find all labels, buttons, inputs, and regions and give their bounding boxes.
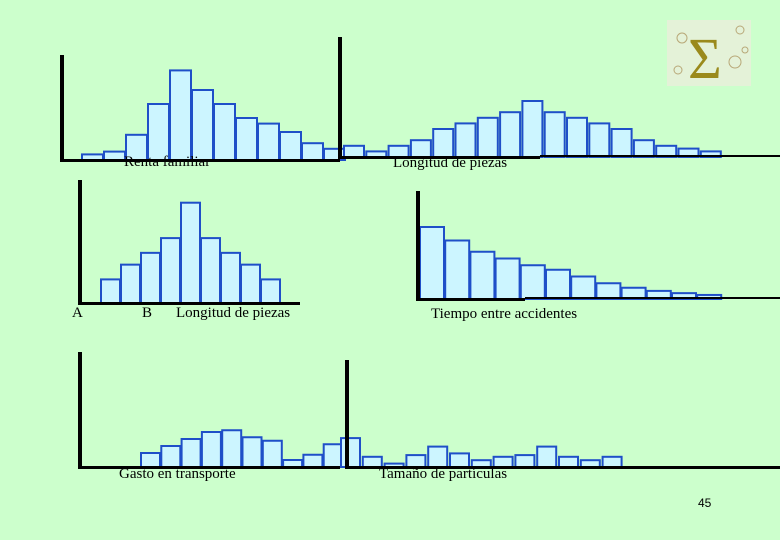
histogram-bar [240, 263, 261, 304]
histogram-bar [444, 239, 471, 300]
histogram-bar [579, 459, 601, 469]
page-number: 45 [698, 496, 712, 510]
histogram-bar [519, 264, 546, 300]
histogram-renta-familiar [60, 55, 346, 162]
histogram-bar [499, 111, 522, 158]
x-axis [345, 466, 780, 469]
histogram-bar [632, 139, 655, 158]
histogram-bar [147, 103, 170, 161]
histogram-bar [343, 144, 365, 159]
histogram-bar [610, 128, 633, 158]
histogram-bar [494, 257, 521, 300]
chart-label-tamano-de-particulas: Tamaño de partículas [379, 466, 508, 482]
histogram-bar [427, 445, 449, 469]
histogram-bar [160, 237, 181, 305]
histogram-bar [340, 437, 361, 469]
histogram-bar [301, 142, 324, 161]
histogram-bar [100, 278, 121, 304]
histogram-bar [140, 452, 161, 468]
histogram-bar [191, 89, 214, 161]
histogram-bar [261, 439, 283, 468]
histogram-bar [180, 201, 201, 304]
chart-label-gasto-en-transporte: Gasto en transporte [119, 466, 236, 482]
histogram-bar [257, 122, 280, 161]
y-axis [60, 55, 64, 162]
chart-label-tiempo-entre-accidentes: Tiempo entre accidentes [431, 306, 578, 322]
histogram-bar [570, 275, 597, 300]
x-axis [338, 156, 540, 159]
histogram-bar [180, 438, 202, 468]
histogram-bar [588, 122, 611, 158]
sigma-symbol: Σ [688, 26, 722, 91]
y-axis [345, 360, 349, 469]
histogram-bar [469, 250, 496, 300]
histogram-bar [260, 278, 281, 304]
histogram-group [60, 37, 780, 469]
histogram-bar [543, 111, 566, 158]
x-axis [78, 302, 300, 305]
histogram-bar [322, 443, 344, 468]
histogram-bar [601, 455, 623, 468]
histogram-longitud-piezas-mid [78, 180, 300, 305]
histogram-longitud-piezas-top [338, 37, 780, 159]
histogram-bar [476, 116, 499, 159]
histogram-bar [120, 263, 141, 304]
histogram-bar [282, 459, 304, 468]
histogram-gasto-en-transporte [78, 352, 344, 469]
histogram-tiempo-entre-accidentes [416, 191, 780, 301]
chart-label-longitud-piezas-top: Longitud de piezas [393, 155, 508, 171]
histogram-bar [140, 251, 161, 305]
y-axis [78, 352, 82, 469]
histogram-bar [221, 429, 243, 468]
histogram-bar [536, 445, 558, 469]
label-b: B [142, 305, 153, 321]
histogram-bar [595, 282, 622, 300]
histogram-bar [279, 131, 302, 161]
histogram-bar [449, 452, 470, 468]
histogram-tamano-de-particulas [340, 360, 780, 469]
histogram-bar [521, 100, 544, 158]
histogram-bar [169, 69, 192, 161]
histogram-bar [200, 237, 221, 305]
histogram-bar [235, 117, 258, 161]
y-axis [416, 191, 420, 301]
histogram-bar [419, 226, 445, 300]
x-axis [416, 298, 525, 301]
y-axis [78, 180, 82, 305]
histogram-bar [558, 455, 579, 468]
chart-label-renta-familiar: Renta familiar [124, 154, 211, 170]
label-a: A [72, 305, 83, 321]
histogram-bar [200, 431, 222, 468]
histogram-bar [213, 103, 236, 161]
histogram-bar [103, 150, 126, 162]
histogram-bar [545, 268, 571, 300]
sigma-logo: Σ [667, 20, 751, 91]
chart-label-longitud-piezas-mid: Longitud de piezas [176, 305, 291, 321]
histogram-bar [302, 453, 324, 468]
histogram-bar [220, 251, 241, 305]
histogram-bar [241, 436, 263, 468]
histogram-bar [566, 116, 588, 159]
histogram-bar [160, 445, 182, 468]
histogram-bar [514, 454, 536, 469]
histogram-bar [432, 128, 455, 158]
histogram-bar [454, 122, 477, 158]
y-axis [338, 37, 342, 159]
x-axis [78, 466, 340, 469]
x-axis [60, 159, 340, 162]
